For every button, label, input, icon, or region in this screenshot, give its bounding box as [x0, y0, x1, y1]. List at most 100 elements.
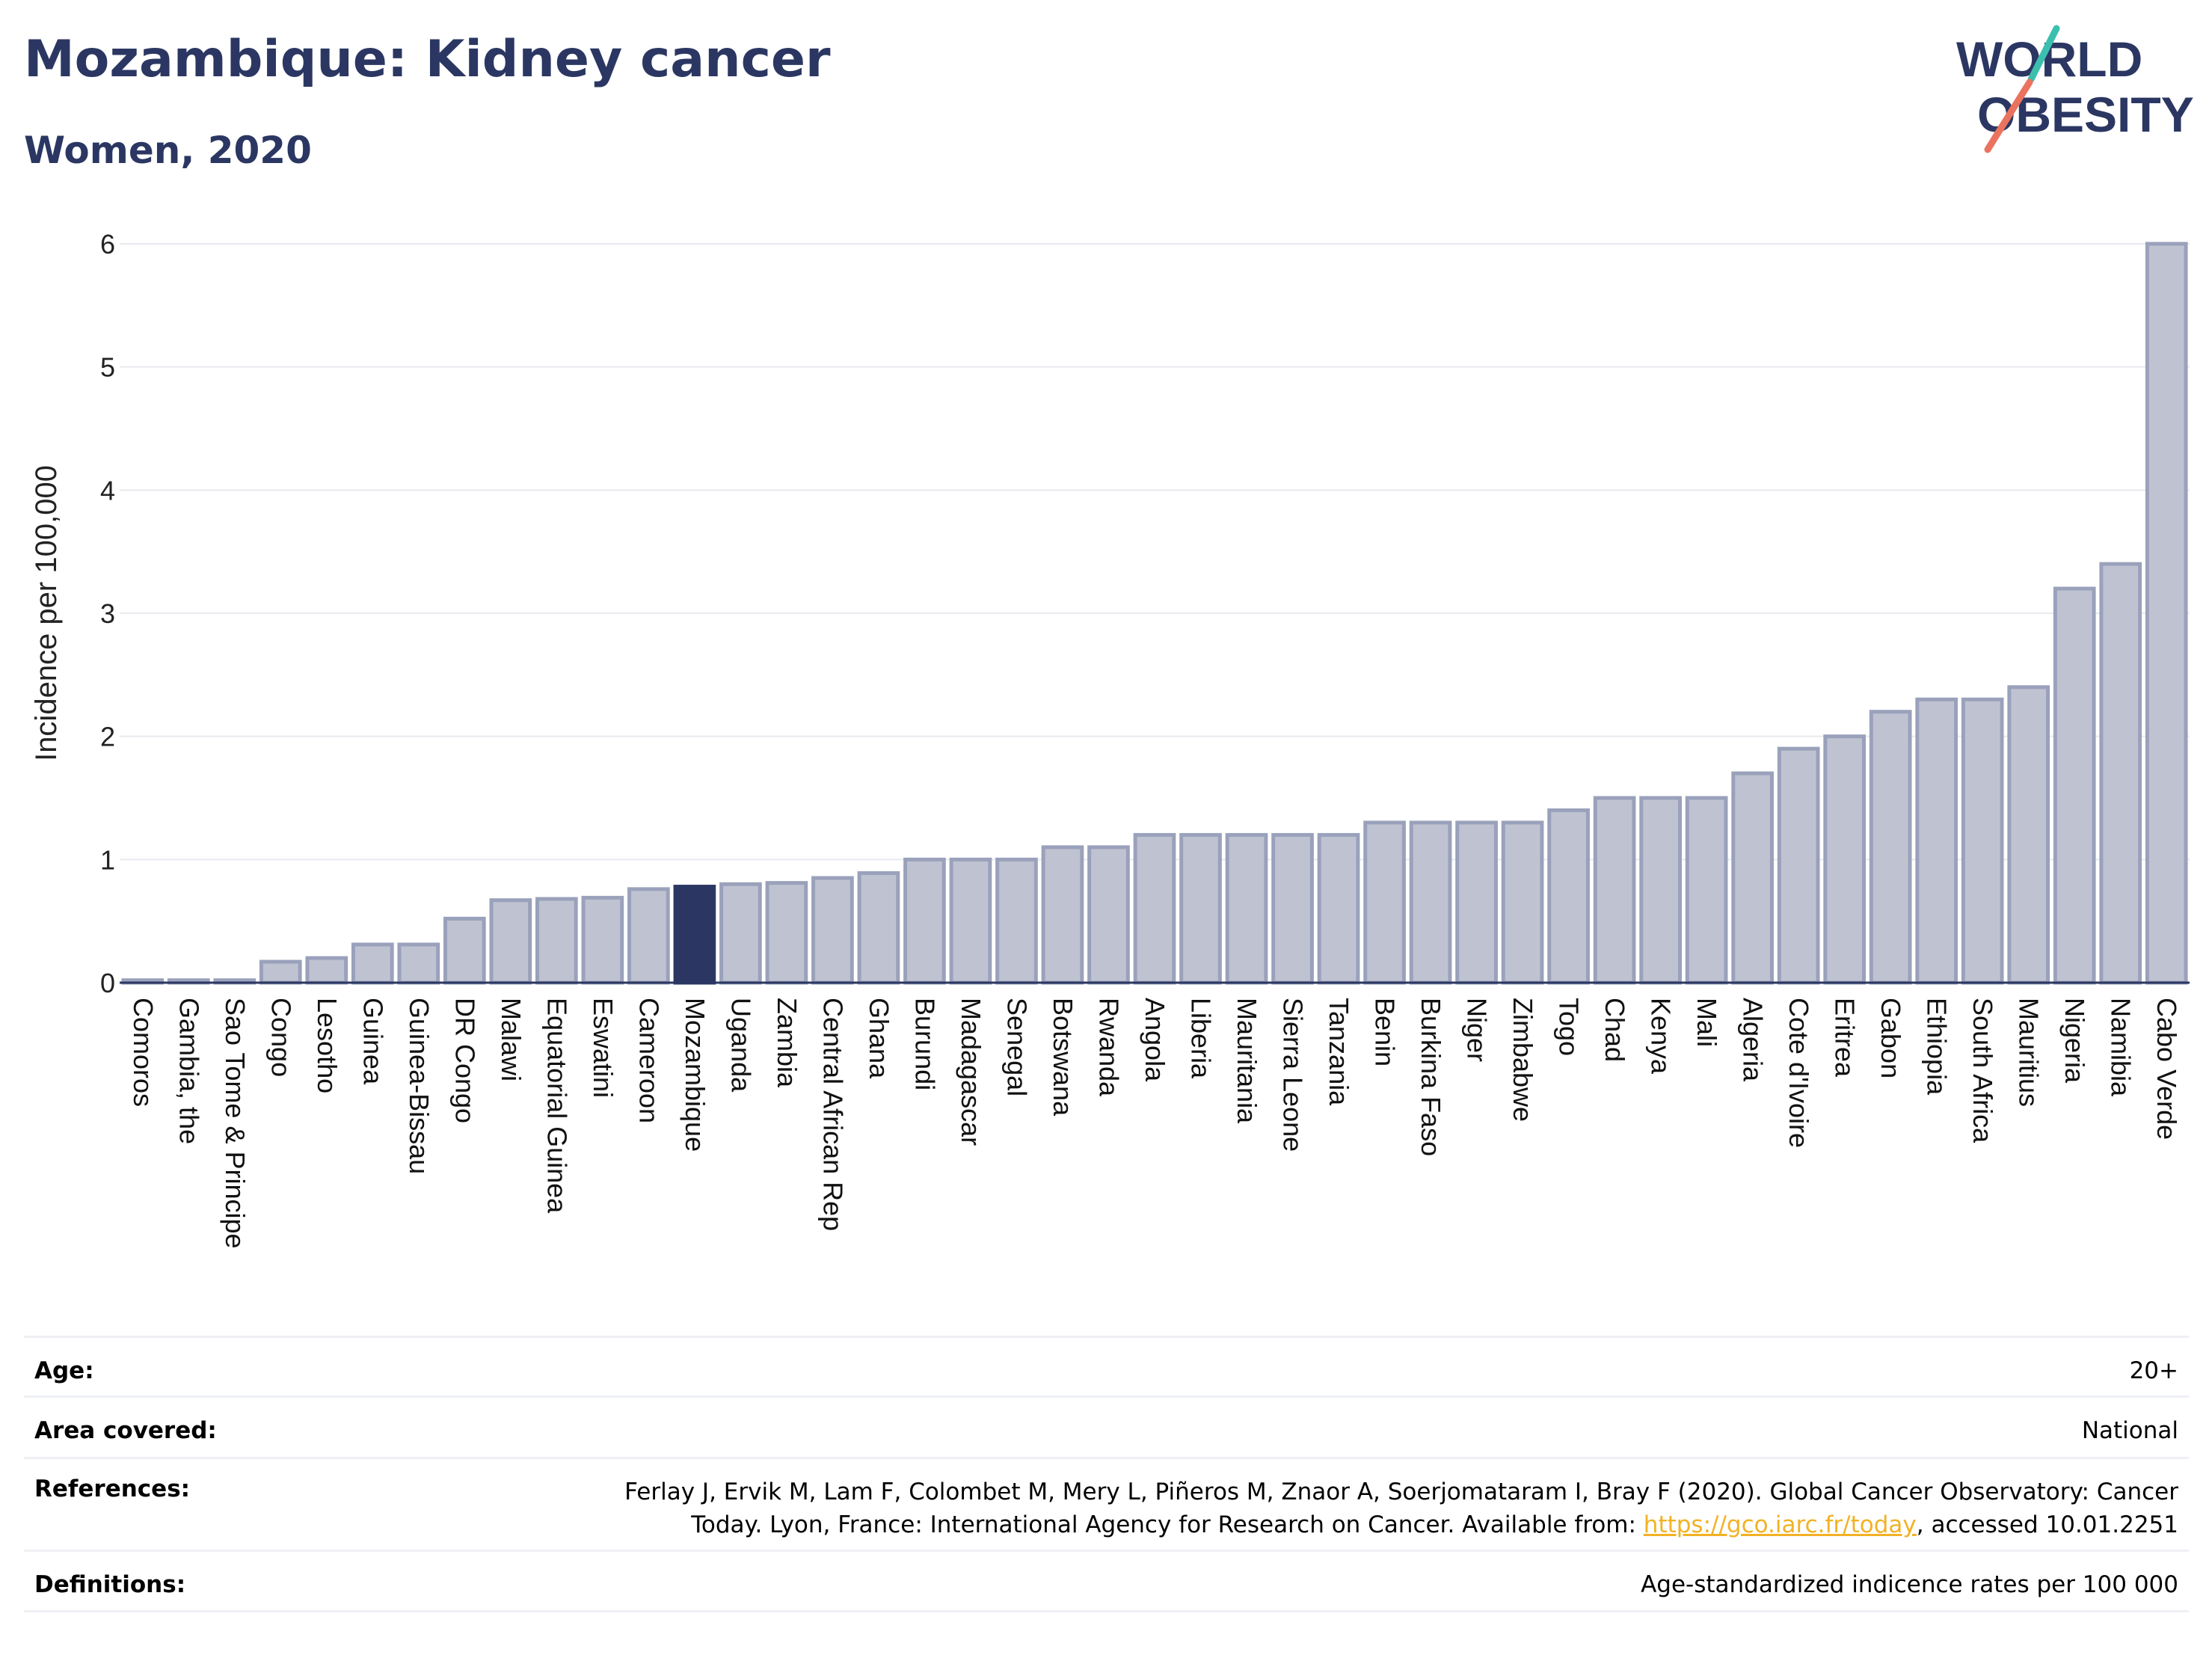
bar — [1409, 820, 1452, 985]
area-value: National — [2081, 1417, 2178, 1444]
x-tick-label: Rwanda — [1093, 998, 1124, 1097]
x-tick-label: Algeria — [1738, 998, 1769, 1082]
x-tick-label: Mali — [1692, 998, 1722, 1047]
age-label: Age: — [34, 1357, 94, 1384]
bar — [1087, 845, 1130, 985]
x-tick-label: Sierra Leone — [1278, 998, 1309, 1152]
y-tick-label: 3 — [100, 598, 115, 629]
chart-title: Mozambique: Kidney cancer — [24, 30, 831, 89]
x-tick-label: Senegal — [1001, 998, 1032, 1096]
references-accessed: , accessed 10.01.2251 — [1916, 1511, 2178, 1538]
bar — [535, 897, 578, 985]
bar — [397, 942, 440, 985]
x-tick-label: Equatorial Guinea — [541, 998, 572, 1214]
x-tick-label: Gambia, the — [173, 998, 204, 1144]
x-tick-label: Togo — [1554, 998, 1585, 1056]
bar — [1455, 820, 1498, 985]
bar — [2099, 562, 2142, 985]
x-tick-label: Botswana — [1048, 998, 1078, 1117]
y-axis-ticks: 0 1 2 3 4 5 6 — [100, 229, 115, 998]
x-tick-label: Eritrea — [1830, 998, 1861, 1078]
bar — [857, 871, 900, 985]
bar — [1869, 710, 1912, 985]
x-tick-label: Kenya — [1646, 998, 1677, 1075]
x-tick-label: Tanzania — [1324, 998, 1354, 1106]
info-row-definitions: Definitions: Age-standardized indicence … — [24, 1550, 2189, 1612]
bar — [995, 857, 1038, 985]
bar — [719, 882, 762, 985]
x-tick-label: Mauritania — [1232, 998, 1262, 1124]
definitions-value: Age-standardized indicence rates per 100… — [1641, 1571, 2178, 1598]
bar — [259, 959, 302, 985]
x-tick-label: Mauritius — [2014, 998, 2044, 1107]
x-tick-label: Comoros — [128, 998, 159, 1107]
x-tick-label: Ghana — [864, 998, 894, 1079]
bar — [627, 887, 670, 985]
bar — [581, 895, 624, 985]
bar — [2053, 586, 2096, 985]
bar — [1777, 746, 1820, 985]
bar — [903, 857, 946, 985]
references-link[interactable]: https://gco.iarc.fr/today — [1643, 1511, 1917, 1538]
x-tick-label: Eswatini — [588, 998, 618, 1098]
x-tick-label: Zambia — [772, 998, 802, 1088]
area-label: Area covered: — [34, 1417, 217, 1444]
x-tick-label: Madagascar — [956, 998, 986, 1146]
x-tick-label: Benin — [1370, 998, 1401, 1066]
info-row-age: Age: 20+ — [24, 1336, 2189, 1395]
info-table: Age: 20+ Area covered: National Referenc… — [24, 1336, 2189, 1612]
x-tick-label: Congo — [265, 998, 296, 1077]
x-tick-label: Ethiopia — [1922, 998, 1953, 1096]
info-row-area: Area covered: National — [24, 1395, 2189, 1457]
bar — [1179, 832, 1222, 985]
references-text: Ferlay J, Ervik M, Lam F, Colombet M, Me… — [624, 1479, 2178, 1538]
y-tick-label: 1 — [100, 844, 115, 875]
age-value: 20+ — [2129, 1357, 2178, 1384]
bar — [1317, 832, 1360, 985]
logo-slash-coral — [1984, 79, 2033, 153]
x-tick-label: Guinea — [357, 998, 388, 1085]
references-label: References: — [34, 1476, 191, 1502]
y-tick-label: 4 — [100, 475, 115, 506]
x-tick-label: Cote d'Ivoire — [1784, 998, 1814, 1148]
y-tick-label: 2 — [100, 722, 115, 752]
bar — [2145, 242, 2188, 985]
bar — [351, 942, 394, 985]
bar — [1547, 808, 1590, 985]
bar — [305, 956, 348, 985]
bar — [1639, 796, 1682, 985]
bar — [1271, 832, 1314, 985]
y-axis-label: Incidence per 100,000 — [30, 465, 63, 761]
info-row-references: References: Ferlay J, Ervik M, Lam F, Co… — [24, 1457, 2189, 1550]
bars — [121, 242, 2188, 985]
x-axis-ticks: Comoros Gambia, the Sao Tome & Principe Con… — [128, 998, 2182, 1249]
bar — [1041, 845, 1084, 985]
bar-highlight — [673, 885, 716, 985]
y-tick-label: 0 — [100, 968, 115, 998]
bar — [1133, 832, 1176, 985]
bar — [1501, 820, 1544, 985]
bar — [1363, 820, 1406, 985]
x-tick-label: Uganda — [725, 998, 756, 1093]
bar — [1915, 697, 1958, 985]
bar — [489, 898, 532, 985]
bar — [765, 881, 808, 985]
chart-subtitle: Women, 2020 — [24, 129, 312, 172]
x-tick-label: South Africa — [1967, 998, 1998, 1143]
y-tick-label: 5 — [100, 352, 115, 383]
bar — [1593, 796, 1636, 985]
x-tick-label: Namibia — [2106, 998, 2136, 1097]
x-tick-label: Chad — [1600, 998, 1630, 1062]
bar — [1225, 832, 1268, 985]
bar — [1685, 796, 1728, 985]
x-tick-label: Burkina Faso — [1416, 998, 1446, 1156]
bar — [443, 916, 486, 985]
x-tick-label: Cameroon — [633, 998, 664, 1123]
bar — [1731, 771, 1774, 985]
x-tick-label: Malawi — [496, 998, 526, 1081]
x-tick-label: Cabo Verde — [2151, 998, 2182, 1140]
x-tick-label: Burundi — [909, 998, 940, 1090]
references-value: Ferlay J, Ervik M, Lam F, Colombet M, Me… — [571, 1476, 2189, 1541]
bar — [1823, 734, 1867, 985]
x-tick-label: Mozambique — [680, 998, 710, 1152]
